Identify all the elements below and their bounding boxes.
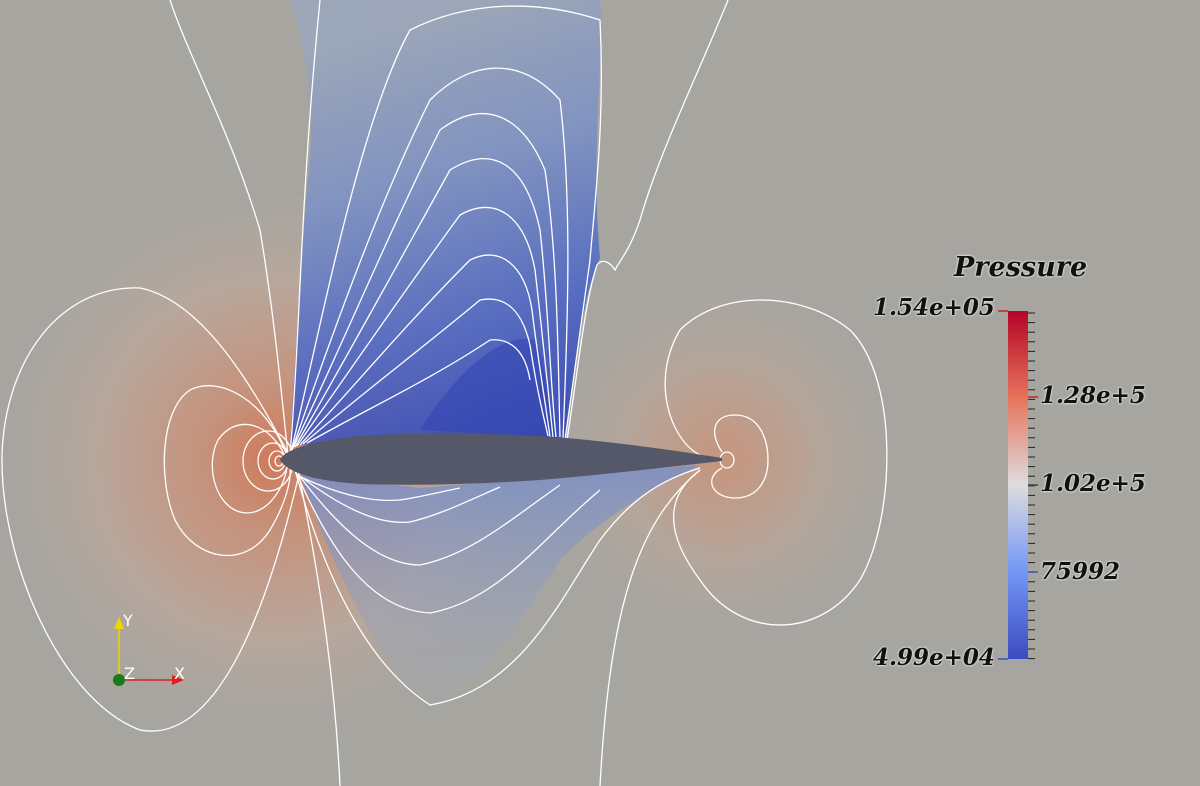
contour-te-2 xyxy=(711,414,769,499)
contour-te-outer xyxy=(664,299,888,626)
contour-s7 xyxy=(299,254,551,446)
legend-min-label: 4.99e+04 xyxy=(873,644,995,671)
contour-le-3 xyxy=(211,423,288,514)
legend-max-label: 1.54e+05 xyxy=(873,294,995,321)
contour-le-outer xyxy=(1,287,301,732)
contour-s6 xyxy=(296,206,554,447)
colorbar-major-ticks xyxy=(998,310,1038,398)
contour-s4 xyxy=(292,113,561,449)
colorbar-min-marks xyxy=(998,571,1038,660)
legend-tick-label-1: 1.28e+5 xyxy=(1040,382,1146,409)
colorbar-ticks xyxy=(1028,312,1035,660)
z-axis-label: Z xyxy=(124,664,135,683)
orientation-axes[interactable] xyxy=(113,617,184,686)
contour-p4 xyxy=(299,475,501,524)
contour-s8 xyxy=(302,298,549,445)
contour-p2 xyxy=(295,471,601,614)
contour-lower-outer xyxy=(297,469,341,786)
contour-s2 xyxy=(290,5,603,453)
x-axis-label: X xyxy=(174,664,185,683)
contour-lines xyxy=(1,0,888,786)
contour-le-2 xyxy=(163,385,291,557)
y-axis-label: Y xyxy=(123,611,133,630)
colorbar xyxy=(1008,311,1028,659)
contour-upper-right xyxy=(566,0,729,441)
contour-s9 xyxy=(306,339,531,444)
legend-title: Pressure xyxy=(954,252,1088,283)
contour-p1 xyxy=(294,467,701,706)
contour-p3 xyxy=(297,473,561,566)
airfoil[interactable] xyxy=(280,433,722,485)
y-axis-arrow xyxy=(114,617,124,629)
contour-s1 xyxy=(289,0,321,456)
contour-lower-right xyxy=(599,469,701,786)
contour-s3 xyxy=(291,67,569,451)
x-axis-arrow xyxy=(172,675,184,685)
z-axis-dot xyxy=(113,674,125,686)
legend-tick-label-3: 75992 xyxy=(1040,558,1121,585)
contour-p5 xyxy=(302,477,461,502)
legend-tick-label-2: 1.02e+5 xyxy=(1040,470,1146,497)
suction-region xyxy=(290,0,602,445)
pressure-side-region xyxy=(300,465,700,705)
contour-s5 xyxy=(294,158,557,448)
suction-core xyxy=(420,338,556,438)
contour-upper-left xyxy=(169,0,289,456)
